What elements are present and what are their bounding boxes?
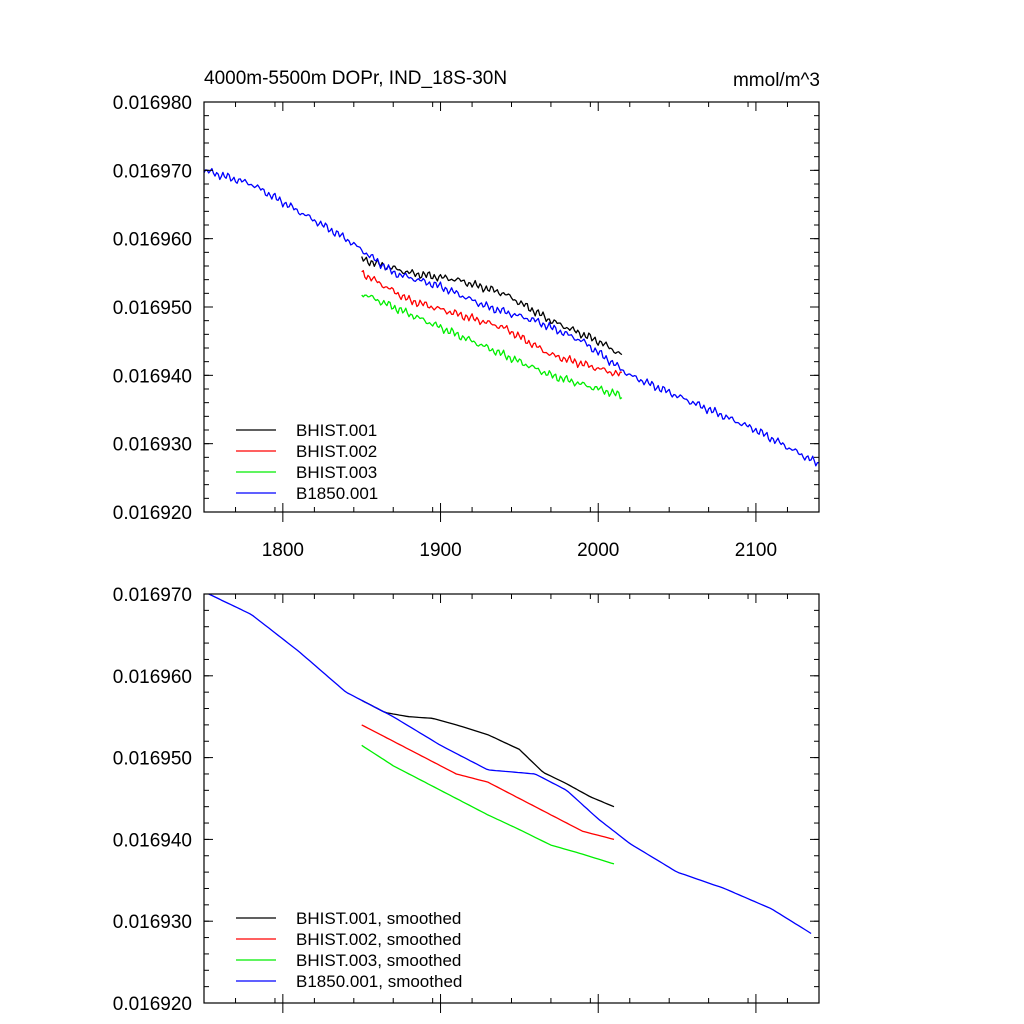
y-tick-label: 0.016930 (113, 912, 192, 933)
series-line-b1850-001 (203, 167, 819, 467)
y-tick-label: 0.016970 (113, 585, 192, 606)
series-line-b1850-001-smoothed (208, 593, 812, 935)
series-line-bhist-001 (361, 256, 623, 356)
y-tick-label: 0.016940 (113, 830, 192, 851)
legend-label: B1850.001, smoothed (296, 972, 462, 991)
panel-bottom-smoothed: 0.016920 0.016930 0.016940 0.016950 0.016960… (113, 585, 820, 1015)
legend-label: BHIST.002, smoothed (296, 930, 461, 949)
x-tick-label: 1900 (419, 540, 461, 561)
legend-label: BHIST.001 (296, 421, 377, 440)
units-label: mmol/m^3 (733, 70, 820, 91)
chart-title: 4000m-5500m DOPr, IND_18S-30N (204, 68, 507, 89)
legend-label: B1850.001 (296, 484, 378, 503)
y-tick-label: 0.016940 (113, 366, 192, 387)
x-tick-label: 2000 (577, 540, 619, 561)
y-tick-label: 0.016950 (113, 298, 192, 319)
y-tick-label: 0.016960 (113, 230, 192, 251)
y-tick-label: 0.016980 (113, 93, 192, 114)
series-line-bhist-001-smoothed (361, 699, 615, 808)
legend-label: BHIST.002 (296, 442, 377, 461)
y-tick-label: 0.016920 (113, 994, 192, 1015)
y-tick-label: 0.016930 (113, 435, 192, 456)
series-line-bhist-003 (361, 294, 623, 400)
legend-label: BHIST.003 (296, 463, 377, 482)
legend-label: BHIST.001, smoothed (296, 909, 461, 928)
legend: BHIST.001, smoothed BHIST.002, smoothed BH… (236, 909, 462, 991)
x-tick-label: 1800 (262, 540, 304, 561)
legend: BHIST.001 BHIST.002 BHIST.003 B1850.001 (236, 421, 378, 503)
series-line-bhist-002 (361, 269, 623, 377)
x-tick-label: 2100 (735, 540, 777, 561)
panel-top-raw: 4000m-5500m DOPr, IND_18S-30N mmol/m^3 0… (113, 68, 820, 561)
legend-label: BHIST.003, smoothed (296, 951, 461, 970)
series-line-bhist-003-smoothed (361, 744, 615, 865)
y-tick-label: 0.016920 (113, 503, 192, 524)
y-tick-label: 0.016970 (113, 161, 192, 182)
y-tick-label: 0.016960 (113, 667, 192, 688)
series-line-bhist-002-smoothed (361, 724, 615, 841)
y-tick-label: 0.016950 (113, 749, 192, 770)
